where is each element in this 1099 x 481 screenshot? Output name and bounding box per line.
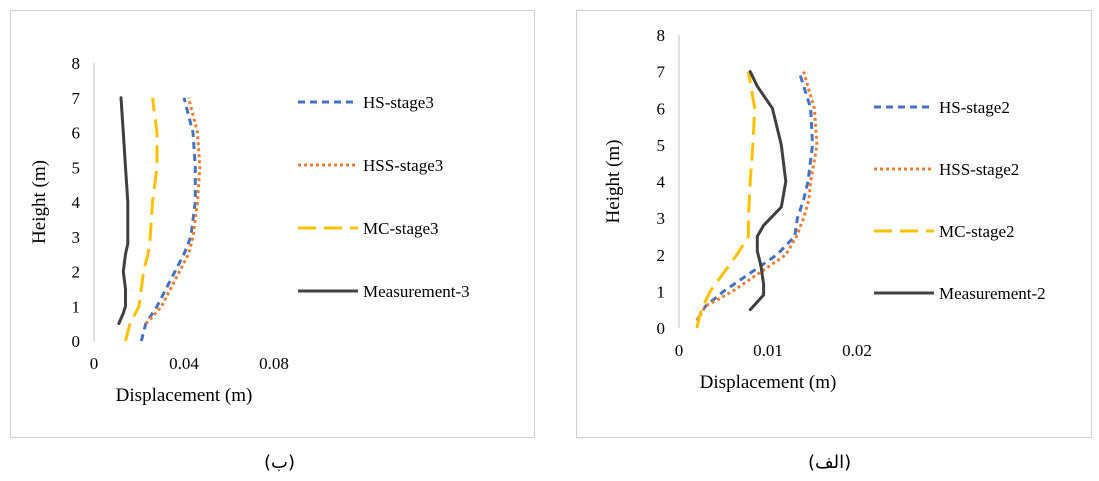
y-tick-label: 8	[72, 54, 81, 73]
y-tick-label: 0	[657, 319, 666, 338]
y-axis-title: Height (m)	[29, 160, 50, 244]
y-tick-label: 1	[657, 282, 666, 301]
legend-label: MC-stage3	[363, 219, 439, 238]
y-tick-label: 8	[657, 26, 666, 45]
legend-label: Measurement-3	[363, 282, 470, 301]
y-tick-label: 7	[657, 63, 666, 82]
chart-panel-right: 0 1 2 3 4 5 6 7 8 0 0.01 0.02 Displacement (m) Height…	[576, 10, 1092, 438]
series-line-measurement-2	[748, 70, 788, 312]
legend-label: Measurement-2	[939, 284, 1046, 303]
y-tick-label: 2	[657, 246, 666, 265]
legend-label: HS-stage3	[363, 93, 434, 112]
chart-panel-left: 0 1 2 3 4 5 6 7 8 0 0.04 0.08 Displacement (m) Height…	[10, 10, 535, 438]
y-tick-label: 4	[72, 193, 81, 212]
legend-label: MC-stage2	[939, 222, 1015, 241]
y-tick-label: 5	[657, 136, 666, 155]
x-axis-title: Displacement (m)	[700, 372, 837, 393]
caption-right: (الف)	[808, 452, 852, 473]
y-axis-title: Height (m)	[603, 140, 624, 224]
series-line-mc-stage3	[124, 97, 159, 342]
y-tick-label: 3	[657, 209, 666, 228]
series-line-hs-stage3	[139, 97, 197, 342]
y-tick-label: 3	[72, 228, 81, 247]
series-line-mc-stage2	[695, 71, 757, 329]
y-tick-label: 4	[657, 173, 666, 192]
series-line-hss-stage3	[144, 97, 202, 325]
x-axis-title: Displacement (m)	[116, 385, 253, 406]
y-tick-label: 0	[72, 332, 81, 351]
y-tick-label: 2	[72, 263, 81, 282]
caption-left: (ب)	[264, 452, 296, 473]
y-tick-label: 7	[72, 89, 81, 108]
y-tick-label: 5	[72, 158, 81, 177]
x-tick-label: 0.01	[753, 341, 783, 360]
series-line-hss-stage2	[695, 71, 819, 322]
legend-label: HSS-stage3	[363, 156, 443, 175]
y-tick-label: 6	[657, 99, 666, 118]
legend-label: HSS-stage2	[939, 160, 1019, 179]
chart-svg-left: 0 1 2 3 4 5 6 7 8 0 0.04 0.08 Displacement (m) Height…	[29, 54, 470, 406]
x-tick-label: 0.04	[169, 354, 199, 373]
y-tick-label: 1	[72, 297, 81, 316]
x-tick-label: 0.02	[842, 341, 872, 360]
y-tick-label: 6	[72, 124, 81, 143]
series-line-hs-stage2	[695, 71, 814, 322]
series-line-measurement-3	[117, 96, 130, 326]
chart-svg-right: 0 1 2 3 4 5 6 7 8 0 0.01 0.02 Displacement (m) Height…	[603, 26, 1046, 393]
x-tick-label: 0.08	[259, 354, 289, 373]
x-tick-label: 0	[675, 341, 684, 360]
x-tick-label: 0	[90, 354, 99, 373]
legend-label: HS-stage2	[939, 98, 1010, 117]
